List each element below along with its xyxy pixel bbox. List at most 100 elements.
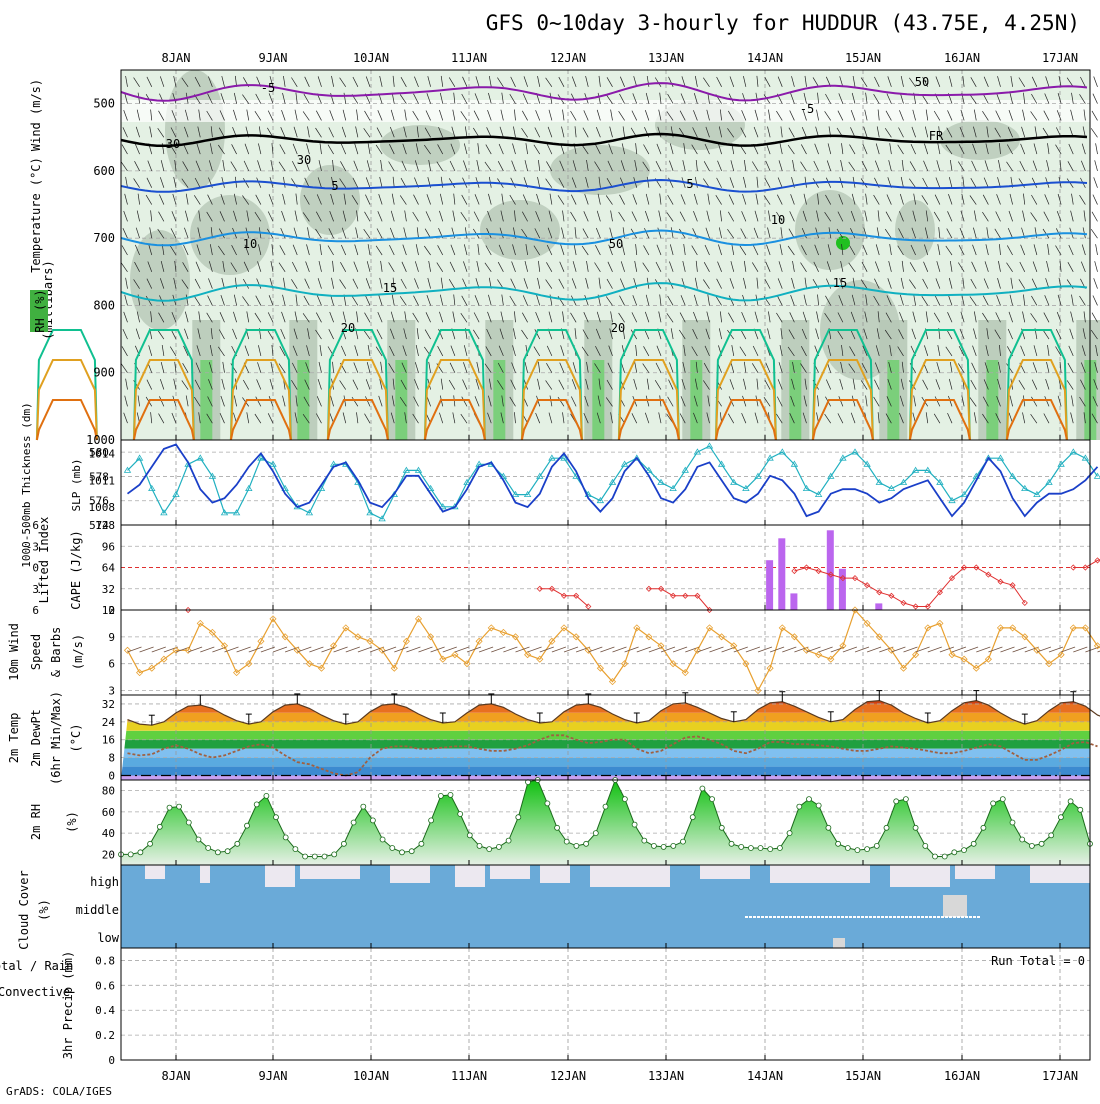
rh-point xyxy=(390,846,395,851)
wind-barb xyxy=(358,647,372,652)
wind-barb xyxy=(649,647,663,652)
cloud-level-middle: middle xyxy=(76,903,119,917)
rh-point xyxy=(797,804,802,809)
isotherm-20-0 xyxy=(37,330,97,440)
cape-bar xyxy=(827,530,834,610)
contour-label: -5 xyxy=(261,81,275,95)
wind-barb xyxy=(904,647,918,652)
wind-barb xyxy=(419,647,433,652)
rh-point xyxy=(603,804,608,809)
rh-point xyxy=(710,797,715,802)
rh-point xyxy=(458,812,463,817)
precip-label-convective: Convective xyxy=(0,985,70,999)
cape-axis-label: CAPE (J/kg) xyxy=(69,530,83,609)
rh-point xyxy=(467,833,472,838)
wind-barb xyxy=(770,647,784,652)
rh-point xyxy=(661,844,666,849)
contour-label: 20 xyxy=(341,321,355,335)
temp-label-minmax: (6hr Min/Max) xyxy=(49,691,63,785)
rh-point xyxy=(332,852,337,857)
rh-point xyxy=(235,841,240,846)
rh-point xyxy=(1058,815,1063,820)
rh-point xyxy=(341,841,346,846)
temp-band-8 xyxy=(121,704,1090,713)
lifted-index-line xyxy=(540,589,589,607)
temp-tick-8: 8 xyxy=(108,752,115,765)
slp-panel-frame xyxy=(121,440,1090,525)
rh-point xyxy=(981,825,986,830)
rh-point xyxy=(283,835,288,840)
cape-bar xyxy=(839,569,846,610)
rh-point xyxy=(186,820,191,825)
rh-point xyxy=(496,844,501,849)
wind-barb xyxy=(503,647,517,652)
cloud-gap-4 xyxy=(390,865,430,883)
wind-barb xyxy=(431,647,445,652)
rh-point xyxy=(254,802,259,807)
wind-tick-6: 6 xyxy=(108,658,115,671)
day-label-top-13JAN: 13JAN xyxy=(648,51,684,65)
temp-band-0 xyxy=(121,776,1090,781)
wind-barb xyxy=(819,647,833,652)
day-label-top-9JAN: 9JAN xyxy=(259,51,288,65)
day-label-bottom-16JAN: 16JAN xyxy=(944,1069,980,1083)
li-axis-label: Lifted Index xyxy=(37,517,51,604)
day-label-top-12JAN: 12JAN xyxy=(550,51,586,65)
profile-barb xyxy=(1095,261,1098,272)
cape-bar xyxy=(790,593,797,610)
rh-point xyxy=(913,825,918,830)
footer-credit: GrADS: COLA/IGES xyxy=(6,1085,112,1098)
wind-barb xyxy=(261,647,275,652)
profile-barb xyxy=(1093,296,1098,306)
rh-point xyxy=(729,841,734,846)
cloud-gap-7 xyxy=(540,865,570,883)
rh-core-5 xyxy=(690,360,702,440)
wind-barb xyxy=(637,647,651,652)
rh-point xyxy=(138,850,143,855)
day-label-top-17JAN: 17JAN xyxy=(1042,51,1078,65)
rh-tick-20: 20 xyxy=(102,848,115,861)
day-label-top-15JAN: 15JAN xyxy=(845,51,881,65)
contour-label: 20 xyxy=(611,321,625,335)
cloud-gap-6 xyxy=(490,865,530,879)
wind-label-units: (m/s) xyxy=(71,634,85,670)
day-label-bottom-8JAN: 8JAN xyxy=(162,1069,191,1083)
rh-point xyxy=(564,839,569,844)
slp-tick-1008: 1008 xyxy=(89,501,116,514)
wind-barb xyxy=(855,647,869,652)
cape-bar xyxy=(778,538,785,610)
cloud-gap-9 xyxy=(700,865,750,879)
wind-barb xyxy=(334,647,348,652)
rh-point xyxy=(516,815,521,820)
rh-point xyxy=(574,843,579,848)
wind-barb xyxy=(152,647,166,652)
rh-point xyxy=(651,843,656,848)
wind-barb xyxy=(443,647,457,652)
rh-point xyxy=(322,854,327,859)
lifted-index-line xyxy=(1073,557,1100,596)
temp-tick-16: 16 xyxy=(102,734,115,747)
cloud-low-gap xyxy=(833,938,845,948)
precip-tick-0: 0 xyxy=(108,1054,115,1067)
rh-point xyxy=(555,825,560,830)
day-label-bottom-13JAN: 13JAN xyxy=(648,1069,684,1083)
rh-point xyxy=(312,854,317,859)
rh-point xyxy=(807,797,812,802)
slp-tick-1014: 1014 xyxy=(89,447,116,460)
wind-barb xyxy=(843,647,857,652)
wind-tick-9: 9 xyxy=(108,631,115,644)
contour-label: 50 xyxy=(609,237,623,251)
rh-tick-60: 60 xyxy=(102,806,115,819)
wind-barb xyxy=(1013,647,1027,652)
wind-barb xyxy=(746,647,760,652)
wind-barb xyxy=(782,647,796,652)
cloud-gap-3 xyxy=(300,865,360,879)
wind-label-barbs: & Barbs xyxy=(49,627,63,678)
rh-point xyxy=(380,837,385,842)
contour-label: 15 xyxy=(833,276,847,290)
profile-tick-800: 800 xyxy=(93,298,115,312)
rh-patch-10 xyxy=(480,200,560,260)
rh-point xyxy=(962,848,967,853)
rh-point xyxy=(245,823,250,828)
wind-barb xyxy=(455,647,469,652)
